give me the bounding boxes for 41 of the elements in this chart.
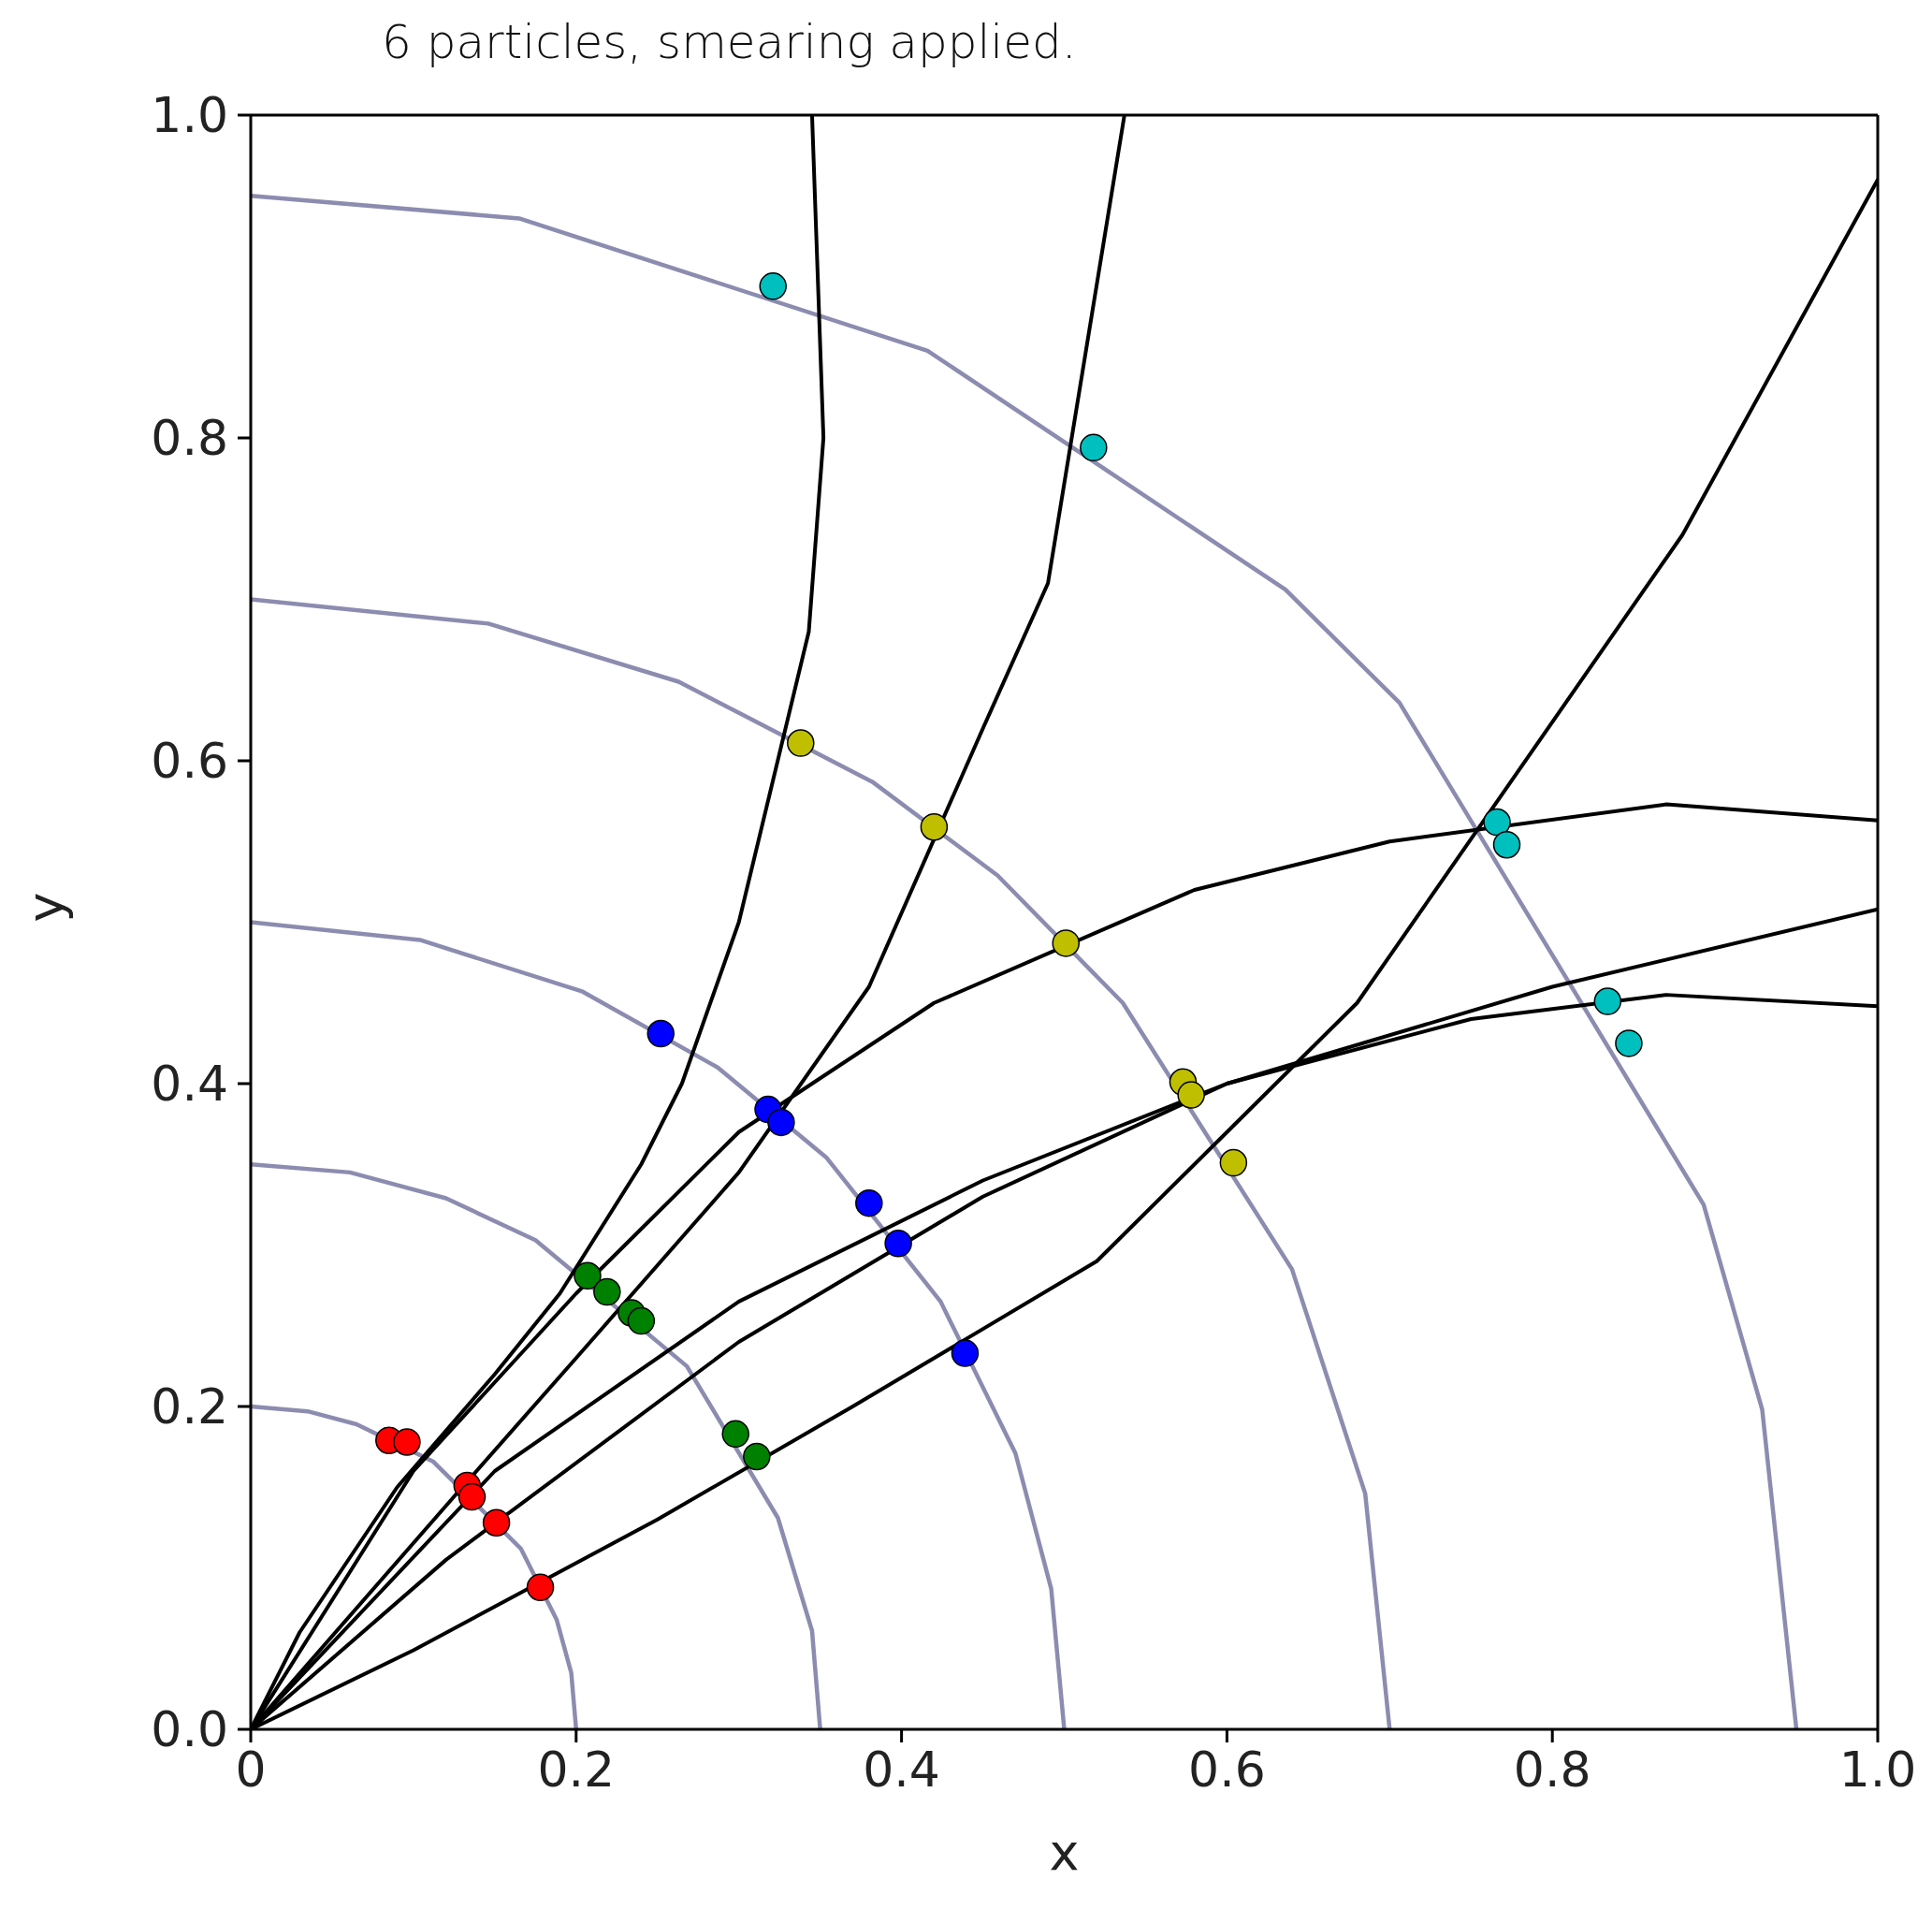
x-tick-label: 0 [235, 1741, 267, 1798]
point [1219, 1148, 1248, 1177]
point [458, 1482, 487, 1511]
y-tick-label: 1.0 [151, 87, 228, 144]
point [1080, 433, 1108, 462]
point [482, 1508, 511, 1537]
point [743, 1442, 771, 1471]
y-tick-label: 0.0 [151, 1701, 228, 1758]
x-tick-label: 0.6 [1188, 1741, 1266, 1798]
point [1492, 830, 1521, 859]
x-tick-label: 0.4 [863, 1741, 940, 1798]
point [855, 1188, 883, 1217]
point [593, 1277, 621, 1306]
point [1593, 987, 1622, 1015]
x-tick-label: 1.0 [1838, 1741, 1917, 1798]
point [787, 729, 815, 757]
point [526, 1573, 555, 1601]
point [574, 1261, 602, 1290]
y-tick-label: 0.8 [151, 410, 228, 467]
y-tick-label: 0.2 [151, 1378, 228, 1435]
y-tick-label: 0.4 [151, 1056, 228, 1113]
point [759, 272, 787, 300]
point [1177, 1081, 1205, 1109]
point [721, 1420, 749, 1449]
line-series [251, 597, 1392, 1729]
x-axis-title: x [1049, 1823, 1080, 1882]
y-tick-label: 0.6 [151, 733, 228, 790]
x-tick-label: 0.2 [537, 1741, 616, 1798]
point [1615, 1029, 1643, 1057]
point [627, 1306, 656, 1335]
point [393, 1428, 421, 1456]
point [1052, 929, 1080, 957]
point [920, 812, 949, 841]
x-tick-label: 0.8 [1513, 1741, 1591, 1798]
point [646, 1019, 675, 1048]
point [1483, 808, 1511, 837]
point [767, 1108, 795, 1137]
point [951, 1339, 980, 1367]
point [884, 1230, 912, 1258]
chart-title: 6 particles, smearing applied. [382, 15, 1077, 69]
y-axis-title: y [16, 892, 76, 923]
